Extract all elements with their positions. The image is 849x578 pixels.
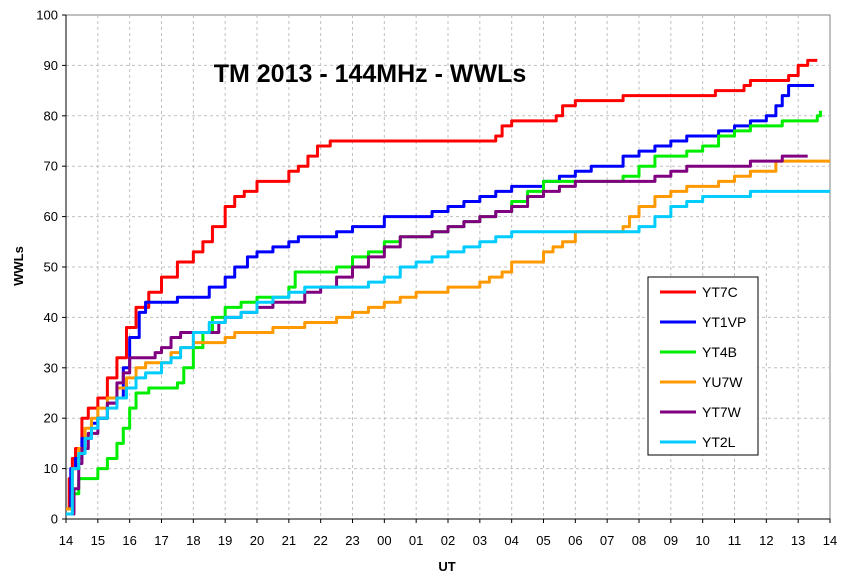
x-tick-label: 18	[186, 533, 200, 548]
x-tick-label: 02	[441, 533, 455, 548]
legend-label: YU7W	[702, 374, 743, 390]
x-tick-label: 15	[91, 533, 105, 548]
x-tick-label: 14	[823, 533, 837, 548]
series-line-yt1vp	[66, 84, 815, 511]
gridlines	[66, 15, 830, 519]
x-tick-label: 14	[59, 533, 73, 548]
x-tick-label: 06	[568, 533, 582, 548]
legend-label: YT7C	[702, 284, 738, 300]
x-axis-label: UT	[438, 559, 455, 574]
legend-box	[647, 276, 759, 456]
x-tick-label: 07	[600, 533, 614, 548]
x-tick-label: 04	[504, 533, 518, 548]
y-tick-label: 50	[44, 260, 58, 275]
series-lines	[66, 58, 830, 516]
series-line-yt2l	[66, 189, 830, 516]
legend-label: YT2L	[702, 434, 736, 450]
legend: YT7C YT1VP YT4B YU7W YT7W YT2L	[647, 276, 759, 456]
series-line-yt7w	[72, 154, 808, 516]
x-tick-label: 01	[409, 533, 423, 548]
y-axis: 0 10 20 30 40 50 60 70 80 90 100	[36, 8, 67, 527]
x-tick-label: 19	[218, 533, 232, 548]
x-tick-label: 17	[154, 533, 168, 548]
legend-label: YT1VP	[702, 314, 746, 330]
x-tick-label: 05	[536, 533, 550, 548]
legend-label: YT4B	[702, 344, 737, 360]
x-tick-label: 21	[282, 533, 296, 548]
y-tick-label: 70	[44, 159, 58, 174]
x-tick-label: 13	[791, 533, 805, 548]
x-tick-label: 20	[250, 533, 264, 548]
series-line-yu7w	[66, 159, 830, 511]
x-tick-label: 09	[664, 533, 678, 548]
legend-label: YT7W	[702, 404, 742, 420]
y-tick-label: 40	[44, 310, 58, 325]
y-axis-label: WWLs	[11, 246, 26, 286]
x-axis: 14 15 16 17 18 19 20 21 22 23 00 01 02 03 04 05 06 07 08 09…	[59, 518, 837, 548]
x-tick-label: 00	[377, 533, 391, 548]
x-tick-label: 16	[122, 533, 136, 548]
y-tick-label: 30	[44, 360, 58, 375]
series-line-yt7c	[66, 58, 818, 511]
y-tick-label: 0	[51, 512, 58, 527]
y-tick-label: 20	[44, 411, 58, 426]
y-tick-label: 80	[44, 108, 58, 123]
x-tick-label: 12	[759, 533, 773, 548]
y-tick-label: 100	[36, 8, 58, 23]
x-tick-label: 23	[345, 533, 359, 548]
y-tick-label: 60	[44, 209, 58, 224]
y-tick-label: 90	[44, 58, 58, 73]
x-tick-label: 22	[313, 533, 327, 548]
x-tick-label: 03	[473, 533, 487, 548]
chart-title: TM 2013 - 144MHz - WWLs	[214, 60, 527, 88]
x-tick-label: 08	[632, 533, 646, 548]
x-tick-label: 10	[695, 533, 709, 548]
x-tick-label: 11	[728, 533, 742, 548]
y-tick-label: 10	[44, 461, 58, 476]
